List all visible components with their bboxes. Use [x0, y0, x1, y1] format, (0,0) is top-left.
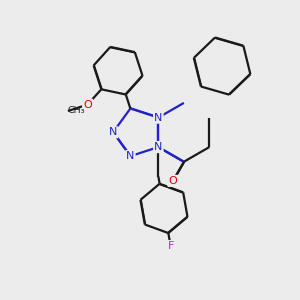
- Text: N: N: [154, 142, 163, 152]
- Text: N: N: [126, 151, 134, 161]
- Text: N: N: [154, 112, 163, 123]
- Text: O: O: [168, 176, 177, 186]
- Text: N: N: [109, 127, 117, 137]
- Text: F: F: [167, 241, 174, 251]
- Text: CH₃: CH₃: [68, 106, 85, 116]
- Text: O: O: [83, 100, 92, 110]
